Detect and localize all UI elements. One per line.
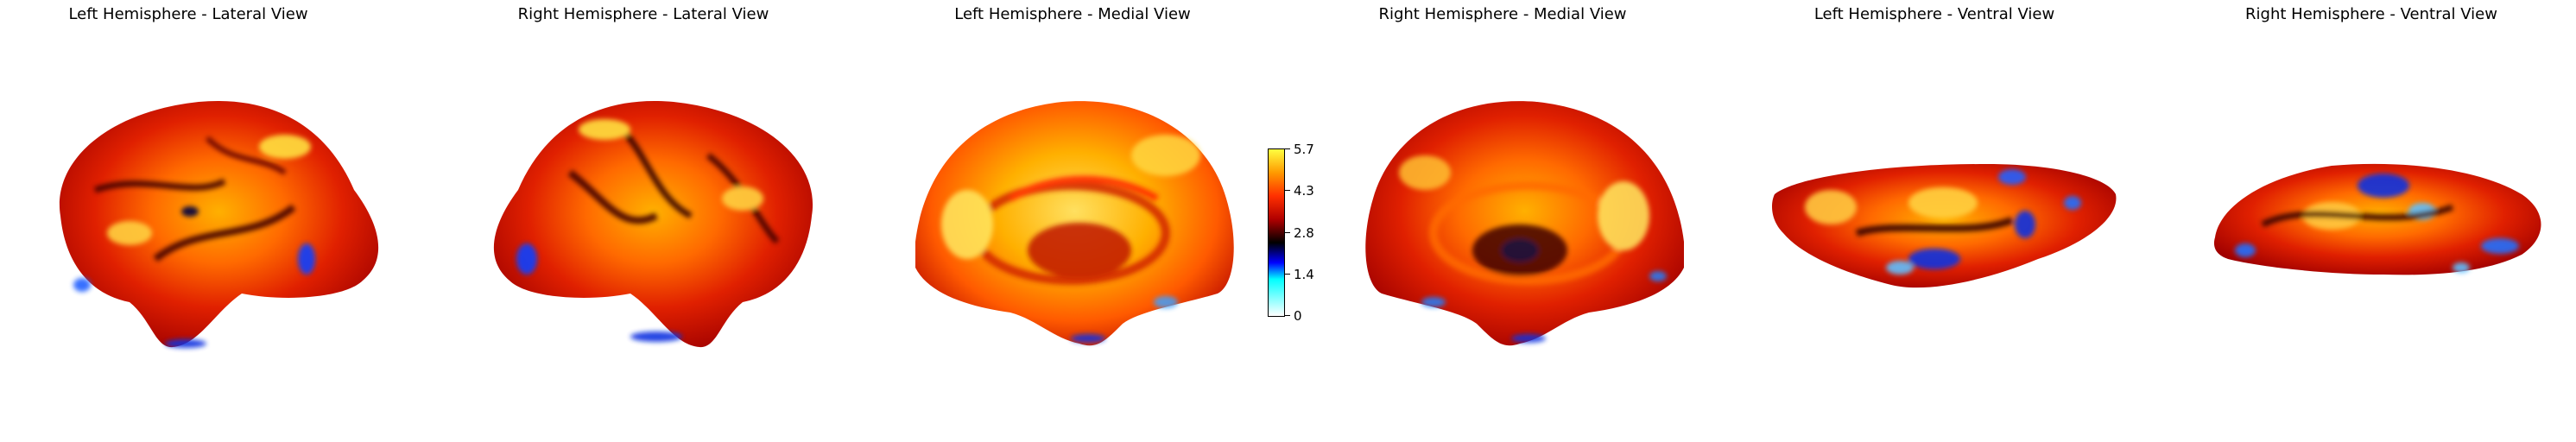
colorbar-tick: [1285, 148, 1290, 149]
brain-right-ventral: [2213, 163, 2541, 275]
brain-left-medial: [915, 101, 1234, 346]
panel-title-left-ventral: Left Hemisphere - Ventral View: [1813, 5, 2055, 23]
panel-title-left-medial: Left Hemisphere - Medial View: [954, 5, 1191, 23]
panel-title-right-ventral: Right Hemisphere - Ventral View: [2245, 5, 2497, 23]
colorbar-tick: [1285, 190, 1290, 191]
panel-title-left-lateral: Left Hemisphere - Lateral View: [68, 5, 308, 23]
colorbar-tick: [1285, 232, 1290, 233]
colorbar-tick: [1285, 315, 1290, 316]
colorbar-tick-label: 4.3: [1294, 183, 1314, 199]
panel-title-right-lateral: Right Hemisphere - Lateral View: [517, 5, 769, 23]
brain-left-lateral: [59, 100, 379, 348]
colorbar-tick-label: 5.7: [1294, 142, 1314, 157]
brain-right-lateral: [493, 100, 813, 348]
colorbar-tick-label: 0: [1294, 308, 1302, 324]
panel-title-right-medial: Right Hemisphere - Medial View: [1378, 5, 1627, 23]
colorbar-tick: [1285, 274, 1290, 275]
brain-left-ventral: [1772, 164, 2117, 288]
colorbar: [1268, 148, 1285, 317]
colorbar-tick-label: 2.8: [1294, 225, 1314, 241]
colorbar-tick-label: 1.4: [1294, 267, 1314, 282]
brain-right-medial: [1365, 101, 1684, 346]
